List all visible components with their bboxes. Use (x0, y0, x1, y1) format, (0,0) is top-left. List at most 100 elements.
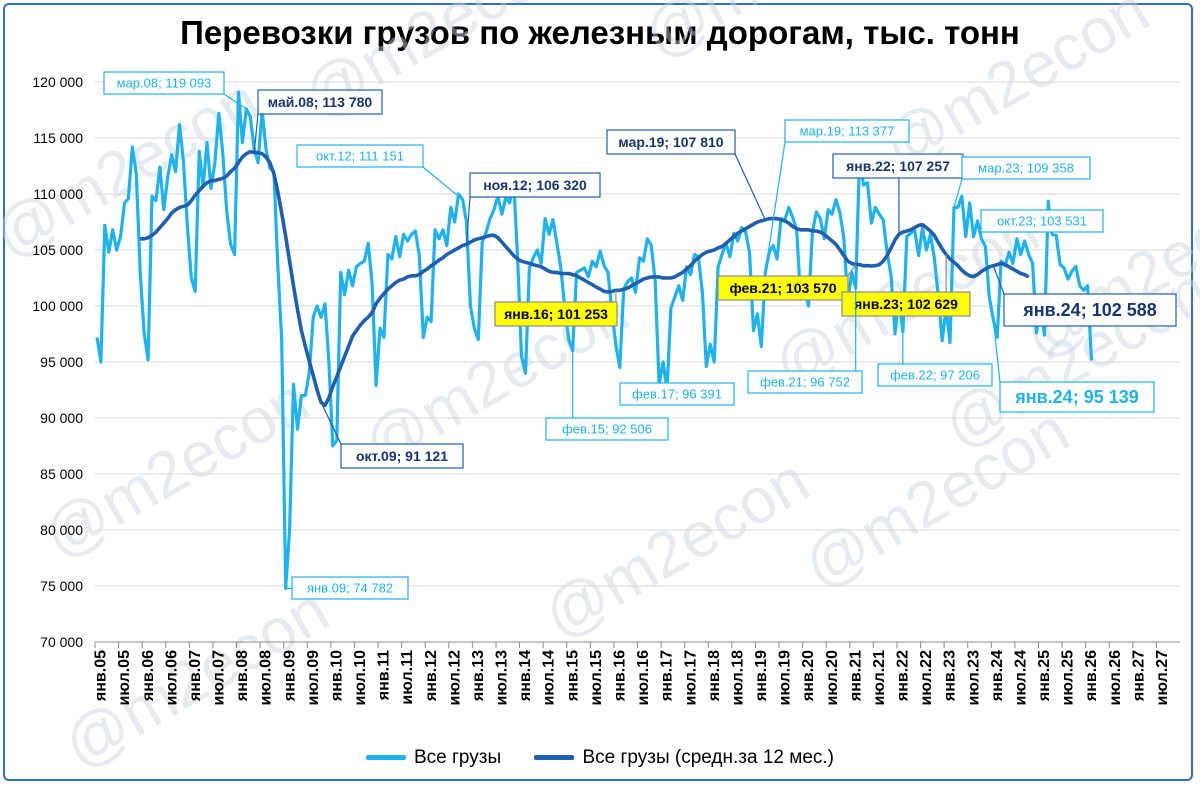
x-tick-label: янв.10 (328, 650, 345, 702)
x-tick-label: янв.08 (234, 650, 251, 702)
annotation-box (717, 275, 849, 301)
annotation-label: фев.15; 92 506 (562, 422, 652, 437)
annotation-label: ноя.12; 106 320 (483, 177, 587, 193)
x-tick-label: июл.14 (541, 650, 558, 706)
annotation-box (469, 172, 601, 198)
annotation-leader (253, 113, 259, 153)
annotation-box (841, 291, 971, 317)
annotation-layer: мар.08; 119 093 май.08; 113 780 окт.12; 11… (103, 71, 1177, 600)
x-tick-label: июл.07 (211, 650, 228, 706)
annotation-label: фев.21; 103 570 (729, 280, 836, 296)
annotation-box (257, 89, 383, 115)
annotation-label: фев.17; 96 391 (632, 387, 722, 402)
y-tick-label: 70 000 (40, 634, 83, 650)
x-tick-label: июл.09 (305, 650, 322, 706)
annotation-box (296, 144, 424, 168)
x-tick-label: янв.09 (281, 650, 298, 702)
annotation-label: янв.23; 102 629 (854, 296, 958, 312)
x-tick-label: янв.21 (847, 650, 864, 702)
annotation-label: мар.08; 119 093 (117, 76, 212, 91)
x-tick-label: янв.19 (753, 650, 770, 702)
annotation-leader (992, 265, 1005, 295)
series-layer (95, 90, 1094, 590)
annotation-box (545, 417, 669, 441)
annotation-label: янв.24; 95 139 (1014, 387, 1139, 407)
x-tick-label: янв.15 (564, 650, 581, 702)
annotation-label: янв.09; 74 782 (307, 581, 393, 596)
annotation-box (606, 129, 736, 155)
x-tick-label: июл.26 (1107, 650, 1124, 706)
x-tick-label: янв.06 (140, 650, 157, 702)
x-tick-label: июл.11 (399, 650, 416, 705)
annotation-box (494, 301, 618, 327)
annotation-box (980, 209, 1104, 233)
y-tick-label: 80 000 (40, 522, 83, 538)
legend-label-average: Все грузы (средн.за 12 мес.) (582, 746, 834, 768)
legend-swatch-average (534, 755, 575, 760)
annotation-label: май.08; 113 780 (268, 94, 373, 110)
series-line-average (140, 149, 1030, 408)
annotation-label: мар.19; 113 377 (800, 124, 895, 139)
watermark-text: @m2econ (531, 443, 820, 652)
annotation-label: окт.09; 91 121 (356, 448, 448, 464)
y-tick-label: 75 000 (40, 578, 83, 594)
legend: Все грузы Все грузы (средн.за 12 мес.) (0, 744, 1200, 769)
y-tick-label: 95 000 (40, 354, 83, 370)
x-tick-label: июл.16 (635, 650, 652, 706)
annotation-label: янв.16; 101 253 (504, 306, 608, 322)
y-tick-label: 115 000 (33, 130, 83, 146)
y-tick-label: 105 000 (32, 242, 83, 258)
annotation-leader (847, 264, 857, 277)
y-tick-label: 90 000 (40, 410, 83, 426)
y-tick-label: 110 000 (33, 186, 83, 202)
legend-item-monthly: Все грузы (365, 747, 501, 769)
y-tick-label: 85 000 (40, 466, 83, 482)
y-axis: 70 000 75 000 80 000 85 000 90 000 95 000 100 … (32, 74, 83, 650)
annotation-box (877, 363, 993, 387)
x-tick-label: июл.12 (446, 650, 463, 706)
x-tick-label: янв.05 (93, 650, 110, 702)
annotation-box (784, 119, 910, 143)
y-tick-label: 120 000 (32, 74, 83, 90)
x-tick-label: июл.22 (918, 650, 935, 706)
x-tick-label: июл.23 (965, 650, 982, 706)
annotation-box (1003, 293, 1177, 327)
annotation-box (747, 370, 863, 394)
x-tick-label: июл.20 (824, 650, 841, 706)
annotation-box (832, 153, 964, 179)
x-tick-label: янв.25 (1036, 650, 1053, 702)
x-tick-label: июл.06 (163, 650, 180, 706)
annotation-label: янв.22; 107 257 (846, 158, 950, 174)
series-line-monthly (95, 90, 1094, 590)
annotation-box (103, 71, 225, 95)
annotation-box (340, 443, 464, 469)
annotation-label: мар.19; 107 810 (618, 134, 723, 150)
x-tick-label: июл.24 (1012, 650, 1029, 706)
annotation-box (999, 381, 1155, 413)
annotation-leader (953, 178, 963, 208)
x-tick-label: янв.26 (1083, 650, 1100, 702)
x-tick-label: янв.22 (895, 650, 912, 702)
x-tick-label: июл.15 (588, 650, 605, 706)
annotation-leader (223, 93, 247, 110)
legend-swatch-monthly (365, 755, 406, 760)
x-tick-label: янв.27 (1130, 650, 1147, 702)
x-tick-label: янв.07 (187, 650, 204, 702)
annotation-leader (422, 166, 463, 201)
annotation-label: окт.12; 111 151 (316, 149, 404, 164)
annotation-leader (465, 196, 471, 245)
annotation-leader (320, 402, 342, 445)
x-tick-label: янв.23 (942, 650, 959, 702)
x-tick-label: июл.27 (1154, 650, 1171, 706)
x-tick-label: янв.17 (659, 650, 676, 702)
annotation-box (291, 576, 409, 600)
x-tick-label: июл.19 (777, 650, 794, 706)
x-tick-label: янв.16 (612, 650, 629, 702)
watermark-text: @m2econ (631, 0, 920, 72)
annotation-box (961, 156, 1091, 180)
y-tick-label: 100 000 (32, 298, 83, 314)
chart-frame (3, 3, 1193, 781)
x-tick-label: июл.10 (352, 650, 369, 706)
x-tick-label: июл.21 (871, 650, 888, 706)
x-tick-label: янв.20 (800, 650, 817, 702)
